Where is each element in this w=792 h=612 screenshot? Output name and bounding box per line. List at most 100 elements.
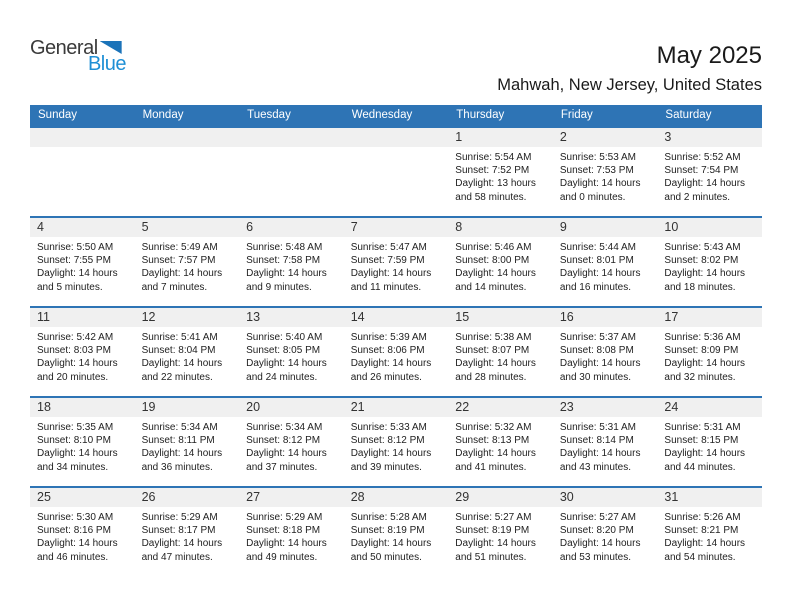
weekday-header-sunday: Sunday	[38, 109, 78, 121]
day-detail-line: Sunset: 8:06 PM	[350, 345, 425, 357]
day-detail-line: Sunset: 8:19 PM	[350, 525, 425, 537]
day-detail-line: Sunset: 8:12 PM	[246, 435, 321, 447]
day-detail-line: Sunset: 8:21 PM	[664, 525, 739, 537]
day-detail-line: and 7 minutes.	[141, 281, 208, 293]
day-cell-empty	[343, 128, 449, 216]
day-detail-line: Daylight: 14 hours	[559, 178, 641, 190]
day-detail-line: Sunset: 8:09 PM	[664, 345, 739, 357]
day-detail-line: Sunset: 8:10 PM	[37, 435, 111, 447]
weekday-header-wednesday: Wednesday	[351, 109, 413, 121]
day-detail-line: Sunset: 8:19 PM	[455, 525, 530, 537]
day-number: 30	[552, 488, 658, 507]
day-number: 4	[30, 218, 135, 237]
day-cell-empty	[239, 128, 344, 216]
day-detail-line: Daylight: 14 hours	[455, 358, 536, 370]
day-detail-line: Daylight: 14 hours	[37, 268, 118, 280]
day-detail-line: Daylight: 14 hours	[246, 268, 327, 280]
day-detail-line: and 50 minutes.	[350, 551, 422, 563]
day-detail-line: Sunrise: 5:36 AM	[664, 332, 741, 343]
day-detail-line: and 16 minutes.	[559, 281, 632, 293]
day-detail-line: Sunset: 8:12 PM	[350, 435, 425, 447]
day-detail-line: Sunrise: 5:34 AM	[141, 422, 218, 433]
day-detail-line: and 28 minutes.	[455, 371, 527, 383]
week-row: 25 Sunrise: 5:30 AM Sunset: 8:16 PM Dayligh…	[30, 486, 762, 576]
day-detail-line: Sunrise: 5:44 AM	[559, 242, 636, 253]
day-detail-line: and 2 minutes.	[664, 191, 731, 203]
day-cell-24: 24 Sunrise: 5:31 AM Sunset: 8:15 PM Dayligh…	[657, 398, 762, 486]
day-detail-line: Sunrise: 5:27 AM	[559, 512, 636, 523]
day-cell-empty	[134, 128, 240, 216]
day-cell-19: 19 Sunrise: 5:34 AM Sunset: 8:11 PM Dayligh…	[134, 398, 240, 486]
day-detail-line: Sunset: 7:53 PM	[559, 165, 634, 177]
day-cell-5: 5 Sunrise: 5:49 AM Sunset: 7:57 PM Daylight…	[134, 218, 240, 306]
day-detail-line: and 11 minutes.	[350, 281, 422, 293]
day-cell-1: 1 Sunrise: 5:54 AM Sunset: 7:52 PM Daylight…	[448, 128, 553, 216]
day-detail-line: Daylight: 14 hours	[141, 268, 223, 280]
day-number: 6	[239, 218, 344, 237]
day-detail-line: Sunrise: 5:40 AM	[246, 332, 323, 343]
day-detail-line: Sunset: 8:20 PM	[559, 525, 634, 537]
logo-text-blue: Blue	[87, 53, 127, 75]
day-number: 31	[657, 488, 762, 507]
day-cell-25: 25 Sunrise: 5:30 AM Sunset: 8:16 PM Dayligh…	[30, 488, 135, 576]
week-row: 18 Sunrise: 5:35 AM Sunset: 8:10 PM Dayligh…	[30, 396, 762, 486]
day-cell-7: 7 Sunrise: 5:47 AM Sunset: 7:59 PM Daylight…	[343, 218, 449, 306]
day-detail-line: Daylight: 13 hours	[455, 178, 536, 190]
day-detail-line: and 46 minutes.	[37, 551, 109, 563]
day-number: 5	[134, 218, 240, 237]
day-detail-line: Daylight: 14 hours	[664, 358, 746, 370]
day-detail-line: Sunrise: 5:35 AM	[37, 422, 114, 433]
day-cell-22: 22 Sunrise: 5:32 AM Sunset: 8:13 PM Dayligh…	[448, 398, 553, 486]
day-detail-line: Sunset: 8:13 PM	[455, 435, 530, 447]
day-number: 29	[448, 488, 553, 507]
day-cell-20: 20 Sunrise: 5:34 AM Sunset: 8:12 PM Dayligh…	[239, 398, 344, 486]
day-detail-line: Daylight: 14 hours	[664, 178, 746, 190]
day-cell-23: 23 Sunrise: 5:31 AM Sunset: 8:14 PM Dayligh…	[552, 398, 658, 486]
day-number: 16	[552, 308, 658, 327]
day-number: 20	[239, 398, 344, 417]
day-detail-line: Sunset: 7:57 PM	[141, 255, 216, 267]
day-cell-31: 31 Sunrise: 5:26 AM Sunset: 8:21 PM Dayligh…	[657, 488, 762, 576]
day-detail-line: Sunrise: 5:30 AM	[37, 512, 114, 523]
day-detail-line: Sunset: 8:15 PM	[664, 435, 739, 447]
day-number: 19	[134, 398, 240, 417]
weekday-header-tuesday: Tuesday	[247, 109, 291, 121]
day-detail-line: Daylight: 14 hours	[559, 538, 641, 550]
day-detail-line: Sunrise: 5:27 AM	[455, 512, 532, 523]
day-detail-line: and 41 minutes.	[455, 461, 527, 473]
day-detail-line: Daylight: 14 hours	[559, 268, 641, 280]
day-detail-line: and 49 minutes.	[246, 551, 318, 563]
day-detail-line: Sunrise: 5:43 AM	[664, 242, 741, 253]
day-detail-line: Sunrise: 5:54 AM	[455, 152, 532, 163]
day-number: 17	[657, 308, 762, 327]
day-detail-line: Sunset: 8:11 PM	[141, 435, 215, 447]
day-detail-line: Sunset: 7:55 PM	[37, 255, 111, 267]
day-number: 18	[30, 398, 135, 417]
day-cell-4: 4 Sunrise: 5:50 AM Sunset: 7:55 PM Daylight…	[30, 218, 135, 306]
day-detail-line: Daylight: 14 hours	[664, 268, 746, 280]
day-detail-line: Sunrise: 5:28 AM	[350, 512, 427, 523]
day-detail-line: Sunrise: 5:31 AM	[664, 422, 741, 433]
day-cell-9: 9 Sunrise: 5:44 AM Sunset: 8:01 PM Daylight…	[552, 218, 658, 306]
day-cell-13: 13 Sunrise: 5:40 AM Sunset: 8:05 PM Dayligh…	[239, 308, 344, 396]
day-detail-line: Sunrise: 5:46 AM	[455, 242, 532, 253]
day-cell-18: 18 Sunrise: 5:35 AM Sunset: 8:10 PM Dayligh…	[30, 398, 135, 486]
day-detail-line: Daylight: 14 hours	[664, 538, 746, 550]
day-detail-line: Sunset: 7:59 PM	[350, 255, 425, 267]
day-detail-line: and 54 minutes.	[664, 551, 736, 563]
day-number: 1	[448, 128, 553, 147]
day-detail-line: and 47 minutes.	[141, 551, 213, 563]
day-cell-empty	[30, 128, 135, 216]
day-detail-line: Daylight: 14 hours	[350, 268, 432, 280]
day-number: 9	[552, 218, 658, 237]
day-cell-26: 26 Sunrise: 5:29 AM Sunset: 8:17 PM Dayligh…	[134, 488, 240, 576]
day-detail-line: Sunrise: 5:42 AM	[37, 332, 114, 343]
day-cell-6: 6 Sunrise: 5:48 AM Sunset: 7:58 PM Daylight…	[239, 218, 344, 306]
day-detail-line: Sunrise: 5:29 AM	[246, 512, 323, 523]
day-number: 26	[134, 488, 240, 507]
day-detail-line: and 53 minutes.	[559, 551, 632, 563]
day-cell-8: 8 Sunrise: 5:46 AM Sunset: 8:00 PM Daylight…	[448, 218, 553, 306]
day-number: 10	[657, 218, 762, 237]
day-number	[134, 128, 240, 147]
day-detail-line: Daylight: 14 hours	[455, 448, 536, 460]
